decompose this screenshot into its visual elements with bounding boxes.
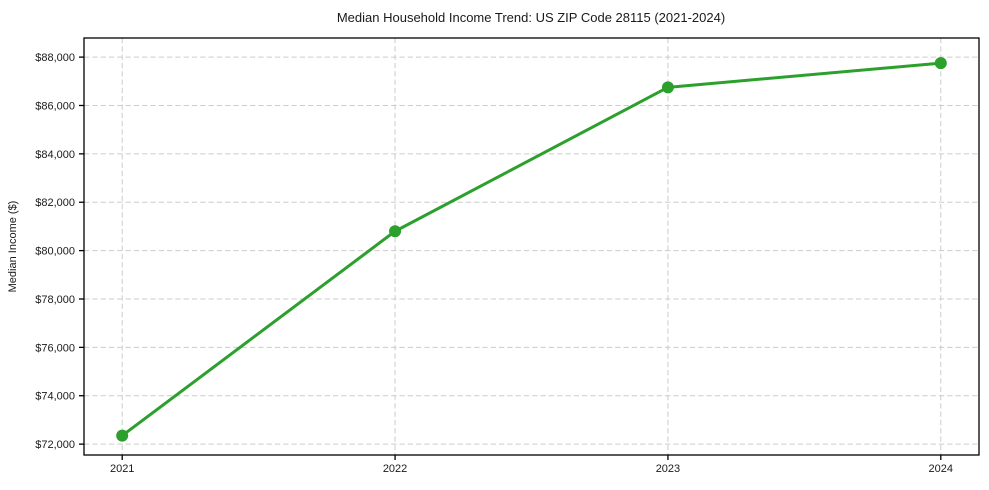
y-tick-label: $78,000 [35,294,75,306]
trend-line [120,61,943,438]
trend-series-layer [116,57,947,442]
y-tick-label: $84,000 [35,149,75,161]
x-tick-label: 2024 [929,463,953,475]
tick-layer: $72,000 $74,000 $76,000 $78,000 $80,000 $82,0… [35,52,953,475]
x-tick-label: 2022 [383,463,407,475]
chart-title: Median Household Income Trend: US ZIP Co… [337,10,725,25]
x-tick-label: 2021 [110,463,134,475]
y-tick-label: $82,000 [35,197,75,209]
y-tick-label: $72,000 [35,439,75,451]
data-point-2021 [116,429,129,442]
x-tick-label: 2023 [656,463,680,475]
data-point-2024 [934,57,947,70]
y-tick-label: $80,000 [35,246,75,258]
plot-border [83,37,980,456]
y-tick-label: $88,000 [35,52,75,64]
data-point-2023 [661,81,674,94]
data-point-2022 [389,225,402,238]
y-tick-label: $74,000 [35,391,75,403]
y-tick-label: $76,000 [35,342,75,354]
grid-layer [84,38,979,455]
y-axis-label: Median Income ($) [7,201,19,293]
y-tick-label: $86,000 [35,100,75,112]
